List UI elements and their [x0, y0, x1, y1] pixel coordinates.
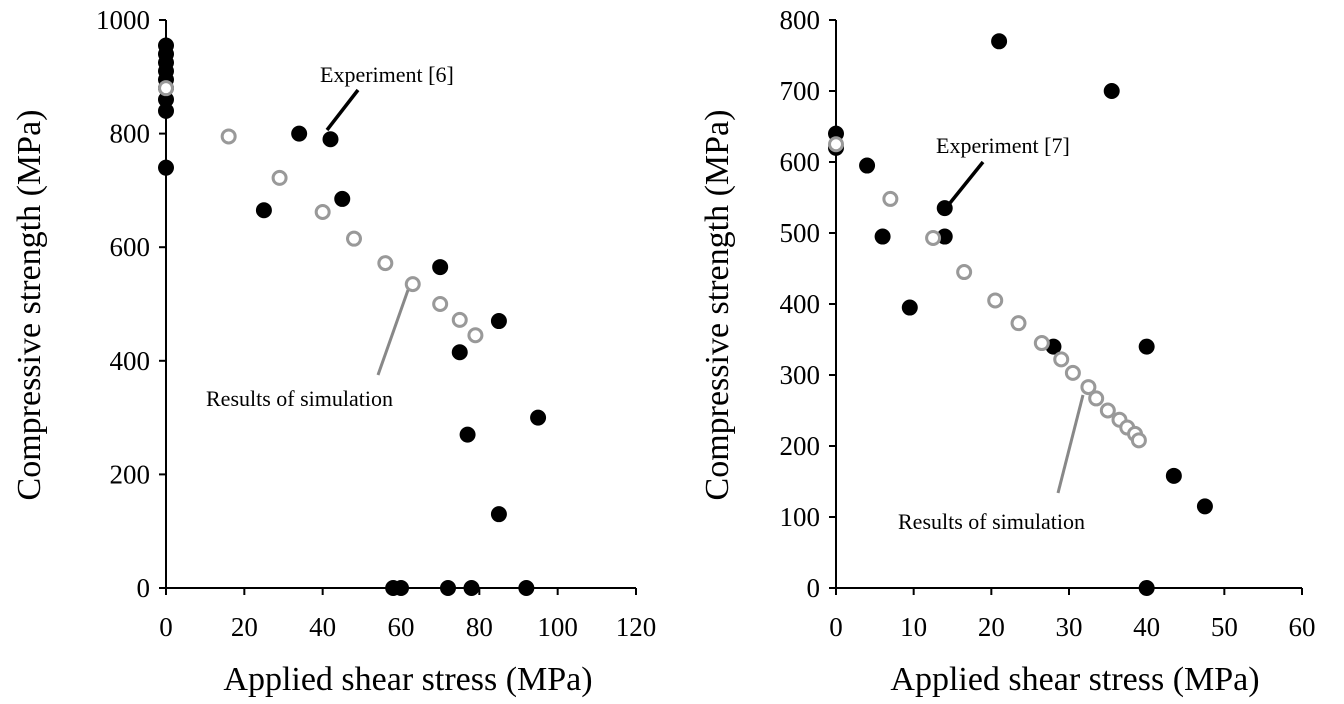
simulation-point — [220, 128, 237, 145]
experiment-point — [490, 313, 507, 330]
x-tick-label: 0 — [829, 612, 843, 642]
experiment-point — [291, 125, 308, 142]
simulation-annotation: Results of simulation — [898, 509, 1085, 534]
y-axis-title: Compressive strength (MPa) — [699, 110, 736, 501]
experiment-point — [459, 426, 476, 443]
simulation-point — [432, 296, 449, 312]
x-tick-label: 60 — [1289, 612, 1316, 642]
experiment-point — [158, 159, 174, 176]
experiment-point — [1196, 498, 1213, 515]
x-tick-label: 100 — [537, 612, 578, 642]
y-tick-label: 200 — [110, 459, 151, 489]
experiment-point — [901, 299, 918, 316]
experiment-point — [859, 157, 876, 174]
simulation-point — [1010, 315, 1027, 332]
x-tick-label: 10 — [900, 612, 927, 642]
x-tick-label: 60 — [388, 612, 415, 642]
annotation-leader-line — [1056, 394, 1085, 494]
x-tick-label: 20 — [231, 612, 258, 642]
simulation-point — [404, 276, 421, 293]
experiment-point — [440, 580, 456, 596]
y-tick-label: 800 — [110, 119, 151, 149]
experiment-annotation: Experiment [7] — [936, 133, 1070, 158]
simulation-point — [1099, 402, 1116, 419]
y-tick-label: 700 — [780, 76, 821, 106]
y-tick-label: 0 — [137, 573, 151, 603]
y-tick-label: 0 — [807, 573, 821, 603]
simulation-point — [1064, 364, 1081, 381]
simulation-point — [314, 203, 331, 220]
simulation-point — [925, 229, 942, 246]
experiment-point — [1138, 580, 1155, 596]
experiment-point — [1103, 83, 1120, 99]
simulation-annotation: Results of simulation — [206, 386, 393, 411]
simulation-point — [1080, 379, 1097, 396]
experiment-point — [432, 259, 449, 276]
experiment-point — [1165, 467, 1182, 484]
y-tick-label: 600 — [110, 232, 151, 262]
chart-left: 0 200 400 600 800 1000 0 20 40 60 80 100 120 Applied … — [11, 5, 656, 698]
x-axis-title: Applied shear stress (MPa) — [223, 661, 592, 698]
y-tick-label: 800 — [780, 5, 821, 35]
experiment-point — [322, 131, 339, 148]
simulation-point — [451, 311, 468, 328]
experiment-point — [936, 200, 953, 217]
y-tick-label: 600 — [780, 147, 821, 177]
annotation-leader-line — [948, 160, 985, 205]
simulation-point — [346, 230, 362, 247]
simulation-point — [271, 169, 288, 186]
annotation-leader-line — [376, 289, 410, 376]
x-tick-label: 0 — [159, 612, 173, 642]
experiment-point — [255, 202, 272, 219]
x-tick-label: 20 — [978, 612, 1005, 642]
simulation-point — [1088, 390, 1105, 407]
experiment-point — [463, 580, 480, 596]
experiment-point — [158, 102, 174, 119]
x-tick-label: 120 — [616, 612, 657, 642]
simulation-point — [956, 264, 973, 281]
simulation-point — [467, 327, 484, 344]
experiment-point — [874, 228, 891, 245]
experiment-point — [1138, 338, 1155, 355]
x-tick-label: 40 — [309, 612, 336, 642]
simulation-point — [1053, 351, 1070, 368]
simulation-point — [828, 136, 844, 153]
simulation-point — [377, 255, 394, 272]
y-tick-label: 1000 — [96, 5, 150, 35]
simulation-point — [987, 292, 1004, 309]
experiment-point — [991, 33, 1008, 50]
experiment-point — [518, 580, 535, 596]
x-axis-title: Applied shear stress (MPa) — [890, 661, 1259, 698]
y-tick-label: 300 — [780, 360, 821, 390]
y-axis-title: Compressive strength (MPa) — [11, 110, 48, 501]
y-tick-label: 100 — [780, 502, 821, 532]
y-tick-label: 400 — [110, 346, 151, 376]
simulation-point — [882, 190, 899, 207]
y-tick-label: 500 — [780, 218, 821, 248]
y-tick-label: 400 — [780, 289, 821, 319]
simulation-point — [1033, 335, 1050, 352]
simulation-point — [1130, 432, 1147, 449]
experiment-annotation: Experiment [6] — [320, 62, 454, 87]
annotation-leader-line — [325, 88, 360, 132]
x-tick-label: 30 — [1056, 612, 1083, 642]
experiment-point — [451, 344, 468, 361]
x-tick-label: 40 — [1133, 612, 1160, 642]
x-tick-label: 50 — [1211, 612, 1238, 642]
experiment-point — [490, 506, 507, 523]
experiment-point — [334, 190, 351, 207]
simulation-point — [158, 80, 174, 97]
y-tick-label: 200 — [780, 431, 821, 461]
x-tick-label: 80 — [466, 612, 493, 642]
chart-right: 0 100 200 300 400 500 600 700 800 0 10 20 30 40 50 60 Ap… — [699, 5, 1316, 698]
experiment-point — [530, 409, 547, 426]
experiment-point — [393, 580, 409, 596]
